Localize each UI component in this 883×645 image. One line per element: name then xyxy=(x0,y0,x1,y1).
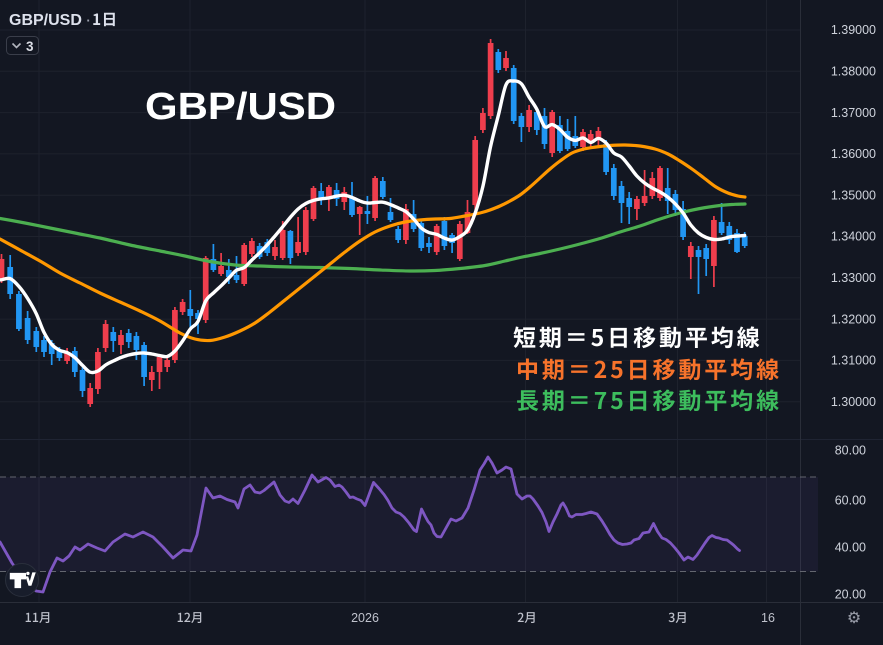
svg-text:2026: 2026 xyxy=(351,611,379,625)
svg-text:1.39000: 1.39000 xyxy=(831,23,876,37)
svg-text:1.33000: 1.33000 xyxy=(831,271,876,285)
svg-text:1.31000: 1.31000 xyxy=(831,354,876,368)
svg-text:1.30000: 1.30000 xyxy=(831,395,876,409)
svg-text:1.37000: 1.37000 xyxy=(831,106,876,120)
svg-text:3: 3 xyxy=(26,39,34,54)
svg-text:80.00: 80.00 xyxy=(835,444,866,458)
svg-text:GBP/USD ·: GBP/USD · xyxy=(9,12,91,29)
svg-text:60.00: 60.00 xyxy=(835,494,866,508)
svg-text:16: 16 xyxy=(761,611,775,625)
svg-text:1.36000: 1.36000 xyxy=(831,147,876,161)
svg-text:1.38000: 1.38000 xyxy=(831,65,876,79)
svg-text:1.32000: 1.32000 xyxy=(831,312,876,326)
svg-text:1.35000: 1.35000 xyxy=(831,188,876,202)
svg-text:1.34000: 1.34000 xyxy=(831,230,876,244)
svg-text:20.00: 20.00 xyxy=(835,588,866,602)
svg-text:GBP/USD: GBP/USD xyxy=(145,86,336,128)
svg-text:40.00: 40.00 xyxy=(835,541,866,555)
svg-text:⚙: ⚙ xyxy=(847,610,861,627)
